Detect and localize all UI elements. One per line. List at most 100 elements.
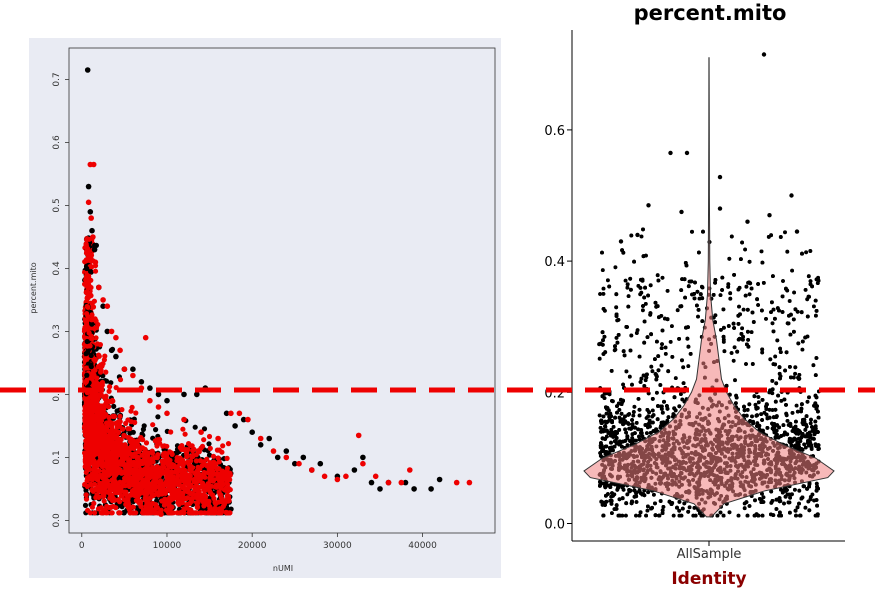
- scatter-point: [146, 472, 151, 477]
- scatter-point: [225, 456, 230, 461]
- scatter-point: [217, 479, 222, 484]
- scatter-point: [183, 447, 188, 452]
- scatter-point: [85, 401, 90, 406]
- scatter-point: [89, 312, 94, 317]
- scatter-point: [147, 398, 153, 404]
- scatter-point: [180, 498, 185, 503]
- scatter-point: [112, 498, 117, 503]
- scatter-point: [190, 443, 195, 448]
- scatter-point: [164, 411, 170, 417]
- scatter-y-tick-label: 0.5: [52, 198, 62, 212]
- scatter-point: [161, 469, 166, 474]
- scatter-point: [103, 370, 108, 375]
- scatter-point: [224, 497, 229, 502]
- scatter-point: [187, 484, 192, 489]
- scatter-point: [144, 500, 149, 505]
- scatter-point: [90, 234, 96, 240]
- scatter-point: [167, 510, 172, 515]
- scatter-point: [111, 480, 116, 485]
- scatter-point: [217, 510, 222, 515]
- scatter-point: [215, 448, 220, 453]
- scatter-point: [84, 318, 89, 323]
- scatter-point: [135, 444, 140, 449]
- scatter-point: [93, 425, 98, 430]
- scatter-point: [95, 395, 100, 400]
- scatter-y-tick-label: 0.4: [52, 261, 62, 276]
- scatter-point: [198, 429, 204, 435]
- scatter-point: [179, 443, 184, 448]
- scatter-x-tick-label: 30000: [323, 541, 352, 551]
- scatter-point: [126, 435, 131, 440]
- scatter-point: [428, 486, 434, 492]
- scatter-point: [217, 489, 222, 494]
- scatter-point: [142, 423, 147, 428]
- scatter-point: [102, 498, 107, 503]
- scatter-point: [133, 410, 138, 415]
- scatter-point: [118, 377, 123, 382]
- scatter-point: [113, 505, 118, 510]
- scatter-point: [208, 446, 213, 451]
- scatter-point: [180, 470, 185, 475]
- scatter-point: [109, 348, 115, 354]
- scatter-point: [91, 162, 97, 168]
- scatter-x-tick-label: 0: [79, 541, 85, 551]
- scatter-point: [271, 448, 277, 454]
- scatter-point: [149, 457, 154, 462]
- scatter-point: [128, 409, 133, 414]
- scatter-point: [84, 237, 89, 242]
- scatter-point: [189, 497, 194, 502]
- scatter-point: [190, 465, 195, 470]
- scatter-point: [140, 445, 145, 450]
- scatter-point: [193, 425, 198, 430]
- violin-panel: percent.mito 0.00.20.40.6 AllSample Iden…: [544, 1, 845, 589]
- scatter-point: [107, 436, 112, 441]
- violin-y-tick-label: 0.0: [544, 518, 565, 533]
- scatter-point: [94, 451, 99, 456]
- scatter-point: [114, 469, 119, 474]
- scatter-point: [212, 464, 217, 469]
- scatter-point: [318, 461, 324, 467]
- scatter-point: [188, 476, 193, 481]
- scatter-point: [166, 459, 171, 464]
- scatter-point: [85, 350, 90, 355]
- scatter-point: [309, 467, 315, 473]
- scatter-point: [181, 392, 187, 398]
- scatter-point: [135, 463, 140, 468]
- scatter-point: [84, 379, 89, 384]
- scatter-point: [96, 404, 101, 409]
- scatter-point: [83, 408, 88, 413]
- scatter-point: [266, 436, 272, 442]
- scatter-point: [113, 354, 119, 360]
- scatter-point: [99, 489, 104, 494]
- scatter-point: [301, 455, 307, 461]
- scatter-point: [83, 456, 88, 461]
- scatter-point: [168, 429, 173, 434]
- scatter-point: [175, 478, 180, 483]
- scatter-point: [85, 304, 90, 309]
- scatter-point: [169, 450, 174, 455]
- violin-title: percent.mito: [634, 1, 787, 25]
- scatter-point: [101, 409, 106, 414]
- scatter-point: [121, 446, 126, 451]
- violin-y-tick-label: 0.4: [544, 255, 565, 270]
- scatter-point: [369, 480, 375, 486]
- scatter-point: [103, 425, 108, 430]
- scatter-point: [411, 486, 417, 492]
- scatter-point: [90, 505, 95, 510]
- scatter-point: [162, 497, 167, 502]
- scatter-point: [182, 507, 187, 512]
- scatter-point: [85, 339, 90, 344]
- scatter-point: [90, 455, 95, 460]
- scatter-point: [335, 477, 341, 483]
- scatter-point: [121, 433, 126, 438]
- scatter-point: [104, 398, 109, 403]
- scatter-point: [103, 484, 108, 489]
- scatter-point: [87, 330, 92, 335]
- scatter-point: [151, 493, 156, 498]
- scatter-point: [116, 430, 121, 435]
- scatter-point: [386, 480, 392, 486]
- scatter-point: [130, 510, 135, 515]
- scatter-point: [201, 496, 206, 501]
